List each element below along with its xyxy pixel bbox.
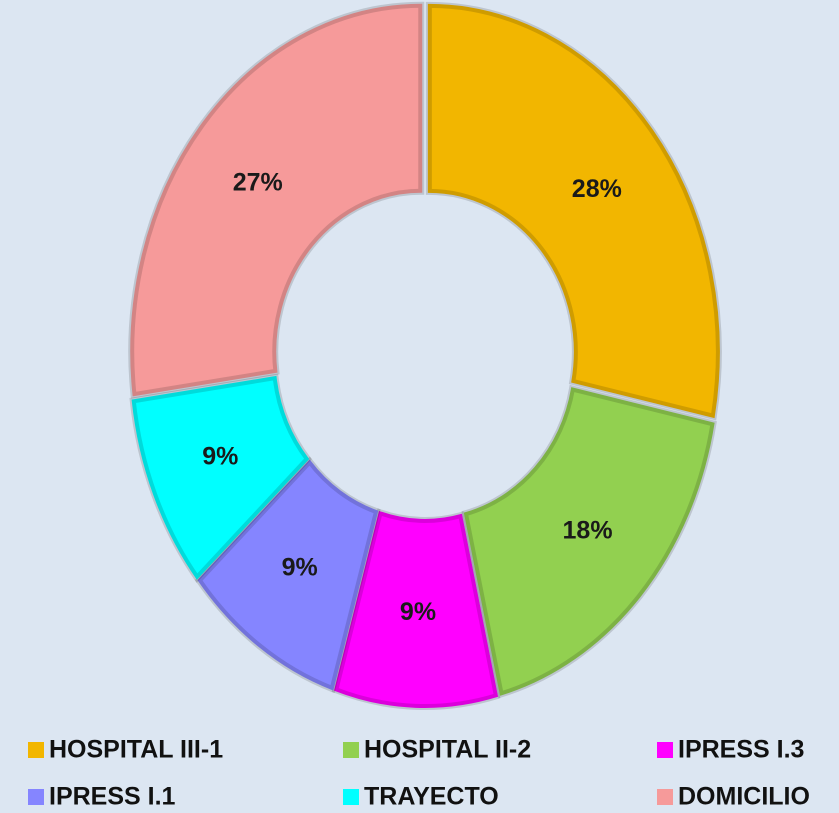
data-label: 9%: [202, 442, 238, 470]
slice-edge: [129, 373, 312, 583]
legend-label: IPRESS I.3: [678, 736, 804, 764]
data-label: 18%: [563, 517, 613, 545]
legend-swatch: [657, 742, 673, 758]
slice-edge: [331, 508, 501, 710]
slice: [463, 387, 715, 696]
legend-label: IPRESS I.1: [49, 783, 176, 811]
slice-edge: [461, 384, 717, 699]
data-label: 27%: [233, 169, 283, 197]
legend-swatch: [343, 742, 359, 758]
slice-edge: [425, 1, 722, 421]
slice: [131, 375, 310, 580]
data-label: 28%: [572, 175, 622, 203]
data-label: 9%: [282, 553, 318, 581]
slice-edge: [128, 1, 425, 399]
legend-label: HOSPITAL III-1: [49, 736, 223, 764]
legend-swatch: [657, 789, 673, 805]
slice-edge: [194, 456, 381, 694]
legend-label: DOMICILIO: [678, 783, 810, 811]
legend-swatch: [28, 742, 44, 758]
legend-swatch: [28, 789, 44, 805]
data-label: 9%: [400, 598, 436, 626]
legend-label: HOSPITAL II-2: [364, 736, 531, 764]
legend-swatch: [343, 789, 359, 805]
slice: [130, 3, 423, 397]
slice: [334, 510, 499, 708]
slice: [427, 3, 720, 419]
legend-label: TRAYECTO: [364, 783, 499, 811]
slice: [197, 459, 379, 691]
